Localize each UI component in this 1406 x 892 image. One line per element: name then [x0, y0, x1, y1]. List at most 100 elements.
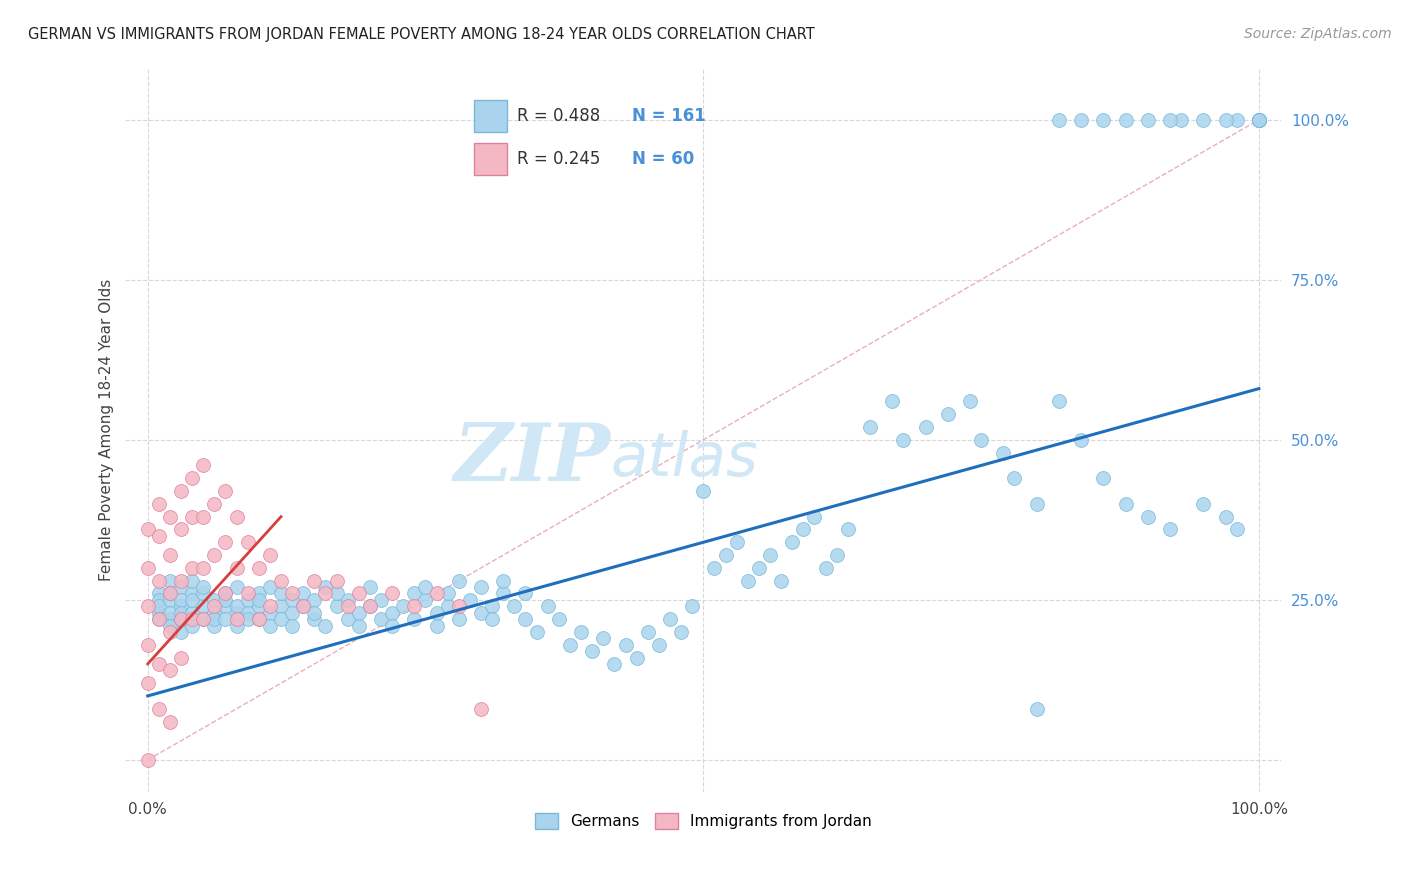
Point [181, 593, 204, 607]
Point [214, 535, 236, 549]
Point [202, 599, 225, 614]
Point [159, 714, 181, 729]
Point [225, 618, 247, 632]
Point [292, 599, 315, 614]
Point [759, 548, 782, 562]
Point [1247, 112, 1270, 127]
Point [225, 509, 247, 524]
Point [470, 702, 492, 716]
Point [170, 599, 193, 614]
Point [259, 548, 281, 562]
Point [193, 458, 215, 473]
Point [159, 618, 181, 632]
Point [891, 433, 914, 447]
Point [914, 420, 936, 434]
Point [1159, 523, 1181, 537]
Point [148, 529, 170, 543]
Point [515, 612, 537, 626]
Point [1047, 112, 1070, 127]
Point [1215, 509, 1237, 524]
Point [170, 624, 193, 639]
Point [136, 561, 159, 575]
Point [1070, 112, 1092, 127]
Point [170, 612, 193, 626]
Point [225, 612, 247, 626]
Point [1247, 112, 1270, 127]
Point [592, 632, 614, 646]
Point [159, 663, 181, 677]
Point [1247, 112, 1270, 127]
Point [181, 586, 204, 600]
Point [603, 657, 626, 671]
Point [426, 586, 449, 600]
Text: Source: ZipAtlas.com: Source: ZipAtlas.com [1244, 27, 1392, 41]
Point [370, 612, 392, 626]
Point [558, 638, 581, 652]
Point [159, 586, 181, 600]
Point [737, 574, 759, 588]
Point [458, 593, 481, 607]
Point [292, 599, 315, 614]
Point [170, 574, 193, 588]
Point [803, 509, 825, 524]
Point [136, 523, 159, 537]
Point [703, 561, 725, 575]
Point [181, 618, 204, 632]
Point [247, 561, 270, 575]
Point [526, 624, 548, 639]
Point [447, 574, 470, 588]
Point [1215, 112, 1237, 127]
Point [159, 548, 181, 562]
Point [770, 574, 793, 588]
Point [1170, 112, 1192, 127]
Point [281, 618, 304, 632]
Point [780, 535, 803, 549]
Point [159, 624, 181, 639]
Point [1025, 702, 1047, 716]
Point [470, 606, 492, 620]
Point [136, 599, 159, 614]
Point [470, 580, 492, 594]
Point [236, 535, 259, 549]
Point [492, 574, 515, 588]
Point [825, 548, 848, 562]
Point [270, 599, 292, 614]
Point [837, 523, 859, 537]
Point [236, 593, 259, 607]
Point [148, 497, 170, 511]
Point [381, 586, 404, 600]
Point [225, 561, 247, 575]
Point [136, 753, 159, 767]
Point [426, 618, 449, 632]
Point [1047, 394, 1070, 409]
Point [281, 593, 304, 607]
Point [148, 606, 170, 620]
Point [202, 612, 225, 626]
Point [170, 612, 193, 626]
Point [136, 638, 159, 652]
Point [714, 548, 737, 562]
Point [669, 624, 692, 639]
Legend: Germans, Immigrants from Jordan: Germans, Immigrants from Jordan [529, 806, 877, 835]
Point [325, 574, 347, 588]
Point [426, 606, 449, 620]
Point [247, 612, 270, 626]
Point [347, 618, 370, 632]
Point [581, 644, 603, 658]
Point [447, 612, 470, 626]
Point [170, 580, 193, 594]
Point [404, 612, 426, 626]
Point [936, 407, 959, 421]
Point [1226, 112, 1249, 127]
Point [281, 606, 304, 620]
Point [236, 586, 259, 600]
Point [336, 593, 359, 607]
Point [359, 580, 381, 594]
Point [159, 612, 181, 626]
Point [404, 599, 426, 614]
Point [259, 580, 281, 594]
Point [503, 599, 526, 614]
Point [447, 599, 470, 614]
Point [1092, 471, 1115, 485]
Point [193, 612, 215, 626]
